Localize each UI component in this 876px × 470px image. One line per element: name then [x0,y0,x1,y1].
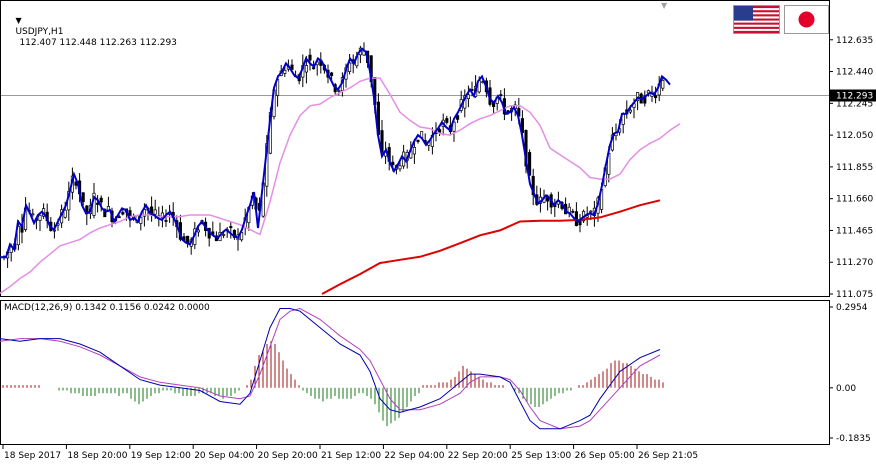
chart-header: ▼ USDJPY,H1 112.407 112.448 112.263 112.… [4,4,177,60]
candle-body [661,80,665,89]
time-tick-label: 22 Sep 20:00 [448,451,508,461]
moving-averages [0,47,681,295]
candle-body [31,213,35,216]
candle-body [571,210,575,213]
candle-body [63,209,67,218]
us-flag-icon [733,5,780,34]
macd-main-line [0,308,661,430]
dropdown-triangle-icon[interactable]: ▼ [15,16,22,25]
time-tick-label: 19 Sep 12:00 [131,451,191,461]
time-tick-label: 18 Sep 20:00 [67,451,127,461]
macd-label: MACD(12,26,9) 0.1342 0.1156 0.0242 0.000… [4,303,210,313]
macd-tick-label: 0.2954 [836,303,868,313]
macd-axis: 0.2954 0.00 -0.1835 [829,303,871,444]
price-tick-label: 111.465 [836,226,873,236]
chart-scroll-arrow-icon[interactable]: ▼ [661,1,668,10]
price-panel-frame [0,0,830,297]
price-tick-label: 111.855 [836,163,873,173]
macd-signal-line [0,307,661,430]
price-tick-label: 112.635 [836,36,873,46]
macd-tick-label: 0.00 [836,384,856,394]
candle-body [304,65,308,73]
time-tick-label: 18 Sep 2017 [4,451,61,461]
candle-body [585,215,589,218]
candle-body [121,212,125,215]
candle-body [528,152,532,176]
slow-moving-average-line [321,199,661,295]
candle-body [308,54,312,61]
macd-lines [0,307,661,430]
candle-body [290,64,294,70]
candle-body [99,197,103,203]
candle-body [103,208,107,218]
price-tick-label: 111.270 [836,258,873,268]
price-axis: 112.635 112.440 112.245 112.050 111.855 111.6… [829,36,873,300]
ohlc-values: 112.407 112.448 112.263 112.293 [19,38,177,48]
time-tick-label: 22 Sep 04:00 [384,451,444,461]
candle-body [438,129,442,133]
time-tick-label: 25 Sep 13:00 [511,451,571,461]
candle-body [445,118,449,123]
japan-flag-icon [784,5,829,34]
candle-body [337,90,341,92]
candle-body [81,192,85,203]
time-tick-label: 26 Sep 21:05 [638,451,698,461]
time-tick-label: 21 Sep 12:00 [321,451,381,461]
candle-body [452,121,456,132]
mid-moving-average-line [0,77,681,294]
macd-tick-label: -0.1835 [836,434,871,444]
price-tick-label: 112.245 [836,99,873,109]
candle-body [348,62,352,72]
candle-body [391,161,395,166]
current-price-tag: 112.293 [830,89,876,102]
price-tick-label: 112.050 [836,131,873,141]
candle-body [164,220,168,222]
candle-body [398,165,402,170]
time-axis: 18 Sep 2017 18 Sep 20:00 19 Sep 12:00 20 Se… [2,445,698,461]
price-tick-label: 111.075 [836,290,873,300]
candle-body [16,226,20,246]
candle-body [466,94,470,100]
candle-body [412,146,416,155]
time-tick-label: 26 Sep 05:00 [575,451,635,461]
candle-body [117,216,121,219]
candle-body [196,229,200,233]
fast-moving-average-line [0,47,671,259]
macd-panel-frame [0,300,830,445]
macd-histogram [2,341,664,427]
candle-body [456,115,460,120]
current-price-box [830,89,876,102]
candle-body [153,209,157,215]
time-tick-label: 20 Sep 04:00 [194,451,254,461]
price-tick-label: 112.440 [836,68,873,78]
candle-body [222,234,226,236]
price-tick-label: 111.660 [836,195,873,205]
candle-body [628,109,632,113]
current-price-label: 112.293 [836,92,873,102]
candle-body [232,229,236,238]
candle-body [531,175,535,196]
time-tick-label: 20 Sep 20:00 [258,451,318,461]
candle-body [283,69,287,74]
candle-body [38,214,42,221]
candle-body [229,226,233,229]
candle-body [416,139,420,142]
symbol-timeframe: USDJPY,H1 [15,27,64,37]
candle-body [654,95,658,99]
candle-body [589,210,593,213]
candle-body [499,94,503,96]
candle-body [330,72,334,76]
